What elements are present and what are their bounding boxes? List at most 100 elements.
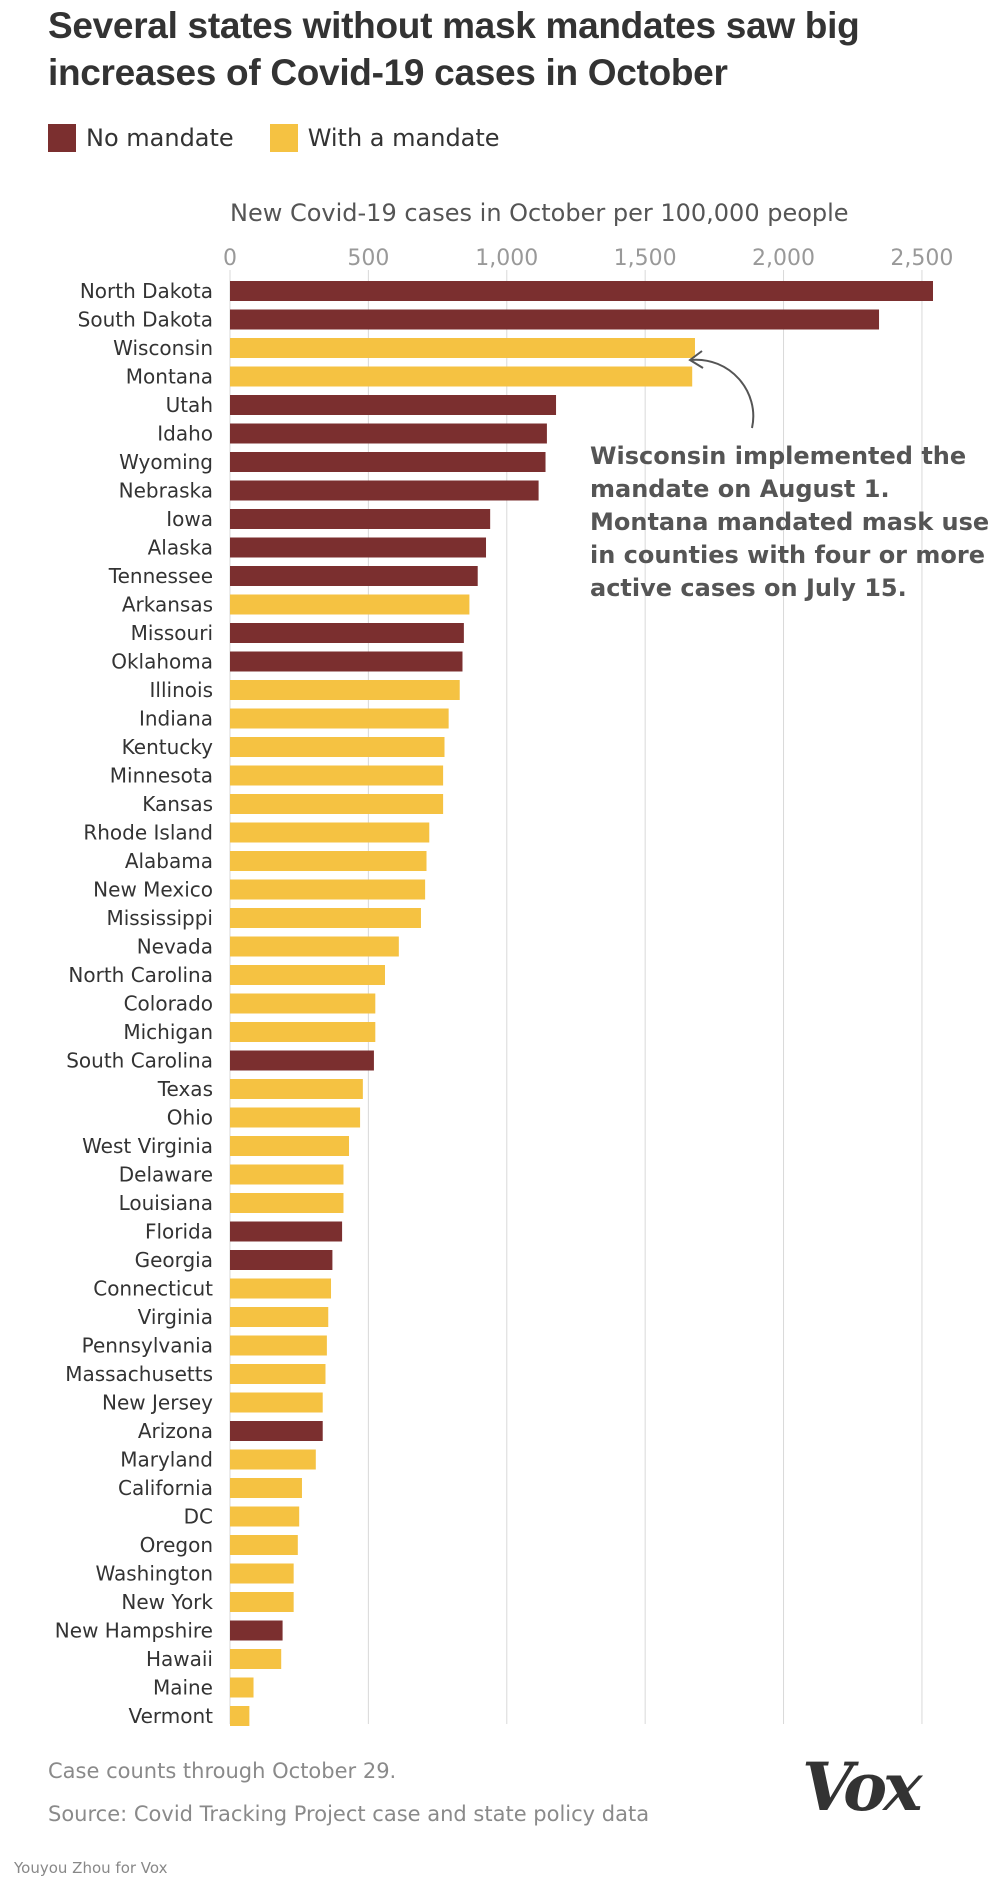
category-label: Ohio — [167, 1106, 213, 1130]
annotation-line: Wisconsin implemented the — [590, 442, 967, 470]
category-label: North Carolina — [68, 963, 213, 987]
bar — [230, 1022, 376, 1042]
bar — [230, 1335, 327, 1356]
x-tick-label: 1,000 — [475, 246, 538, 271]
bar — [230, 708, 449, 729]
tick-labels: 0 500 1,000 1,500 2,000 2,500 — [223, 246, 953, 271]
annotation-arrow — [689, 358, 755, 429]
category-label: Maine — [153, 1676, 213, 1700]
category-label: Georgia — [135, 1248, 213, 1272]
footer-source: Source: Covid Tracking Project case and … — [48, 1802, 650, 1826]
bar — [230, 480, 539, 501]
bar — [230, 281, 933, 301]
category-label: Connecticut — [93, 1277, 213, 1301]
bar — [230, 509, 491, 529]
annotation-line: active cases on July 15. — [590, 574, 907, 602]
bar — [230, 1050, 374, 1071]
category-label: South Carolina — [66, 1049, 213, 1073]
category-label: Pennsylvania — [82, 1334, 213, 1358]
legend-label-no-mandate: No mandate — [86, 124, 234, 152]
bar — [230, 309, 880, 330]
footer-note: Case counts through October 29. — [48, 1759, 397, 1783]
category-label: New York — [121, 1590, 213, 1614]
category-label: Tennessee — [108, 564, 213, 588]
x-tick-label: 2,000 — [752, 246, 815, 271]
category-label: Idaho — [157, 422, 213, 446]
bar — [230, 794, 444, 814]
legend-item-no-mandate: No mandate — [48, 124, 234, 152]
x-tick-label: 500 — [347, 246, 389, 271]
legend: No mandate With a mandate — [48, 124, 536, 152]
bar — [230, 623, 464, 643]
x-tick-label: 1,500 — [614, 246, 677, 271]
category-label: Kansas — [142, 792, 213, 816]
bars — [230, 281, 933, 1726]
bar-chart: New Covid-19 cases in October per 100,00… — [55, 199, 954, 1728]
state-labels: North Dakota South Dakota Wisconsin Montana… — [55, 279, 214, 1728]
category-label: Rhode Island — [83, 821, 213, 845]
category-label: Virginia — [138, 1305, 213, 1329]
bar — [230, 1278, 332, 1299]
category-label: Wisconsin — [113, 336, 213, 360]
bar — [230, 1307, 329, 1327]
category-label: Montana — [126, 365, 213, 389]
category-label: Alabama — [125, 849, 213, 873]
bar — [230, 651, 463, 672]
category-label: Utah — [166, 393, 213, 417]
category-label: Wyoming — [119, 450, 213, 474]
bar — [230, 1649, 282, 1669]
bar — [230, 765, 444, 786]
bar — [230, 1421, 323, 1441]
annotation-arrowhead — [688, 350, 704, 369]
photo-credit: Youyou Zhou for Vox — [14, 1859, 168, 1877]
bar — [230, 993, 376, 1014]
annotation-line: Montana mandated mask use — [590, 508, 990, 536]
category-label: Mississippi — [106, 906, 213, 930]
bar — [230, 822, 430, 843]
category-label: New Mexico — [93, 878, 213, 902]
category-label: Massachusetts — [65, 1362, 213, 1386]
category-label: Indiana — [139, 707, 213, 731]
bar — [230, 1478, 302, 1498]
legend-item-with-mandate: With a mandate — [269, 124, 500, 152]
bar — [230, 680, 460, 700]
category-label: Delaware — [119, 1163, 213, 1187]
category-label: Arizona — [138, 1419, 213, 1443]
category-label: North Dakota — [80, 279, 213, 303]
category-label: California — [118, 1476, 213, 1500]
bar — [230, 1535, 298, 1555]
category-label: New Hampshire — [55, 1619, 213, 1643]
legend-swatch-with-mandate — [269, 124, 298, 152]
bar — [230, 452, 546, 472]
category-label: Washington — [95, 1562, 213, 1586]
bar — [230, 1107, 361, 1128]
bar — [230, 594, 470, 615]
bar — [230, 366, 693, 387]
bar — [230, 851, 427, 871]
legend-swatch-no-mandate — [48, 124, 76, 152]
chart-title: Several states without mask mandates saw… — [48, 5, 860, 93]
category-label: Michigan — [123, 1020, 213, 1044]
bar — [230, 1193, 344, 1213]
bar — [230, 1620, 283, 1641]
category-label: Colorado — [124, 992, 213, 1016]
category-label: West Virginia — [82, 1134, 213, 1158]
annotation-line: in counties with four or more — [590, 541, 985, 569]
bar — [230, 908, 421, 928]
bar — [230, 1364, 326, 1384]
vox-logo: Vox — [802, 1748, 923, 1826]
category-label: New Jersey — [102, 1391, 213, 1415]
bar — [230, 1706, 250, 1726]
bar — [230, 1079, 363, 1099]
bar — [230, 338, 695, 358]
bar — [230, 1592, 294, 1612]
category-label: Oklahoma — [111, 650, 213, 674]
bar — [230, 537, 487, 558]
x-tick-label: 0 — [223, 246, 237, 271]
category-label: DC — [184, 1505, 213, 1529]
bar — [230, 1449, 316, 1470]
bar — [230, 1506, 300, 1527]
bar — [230, 566, 478, 586]
category-label: Maryland — [120, 1448, 213, 1472]
